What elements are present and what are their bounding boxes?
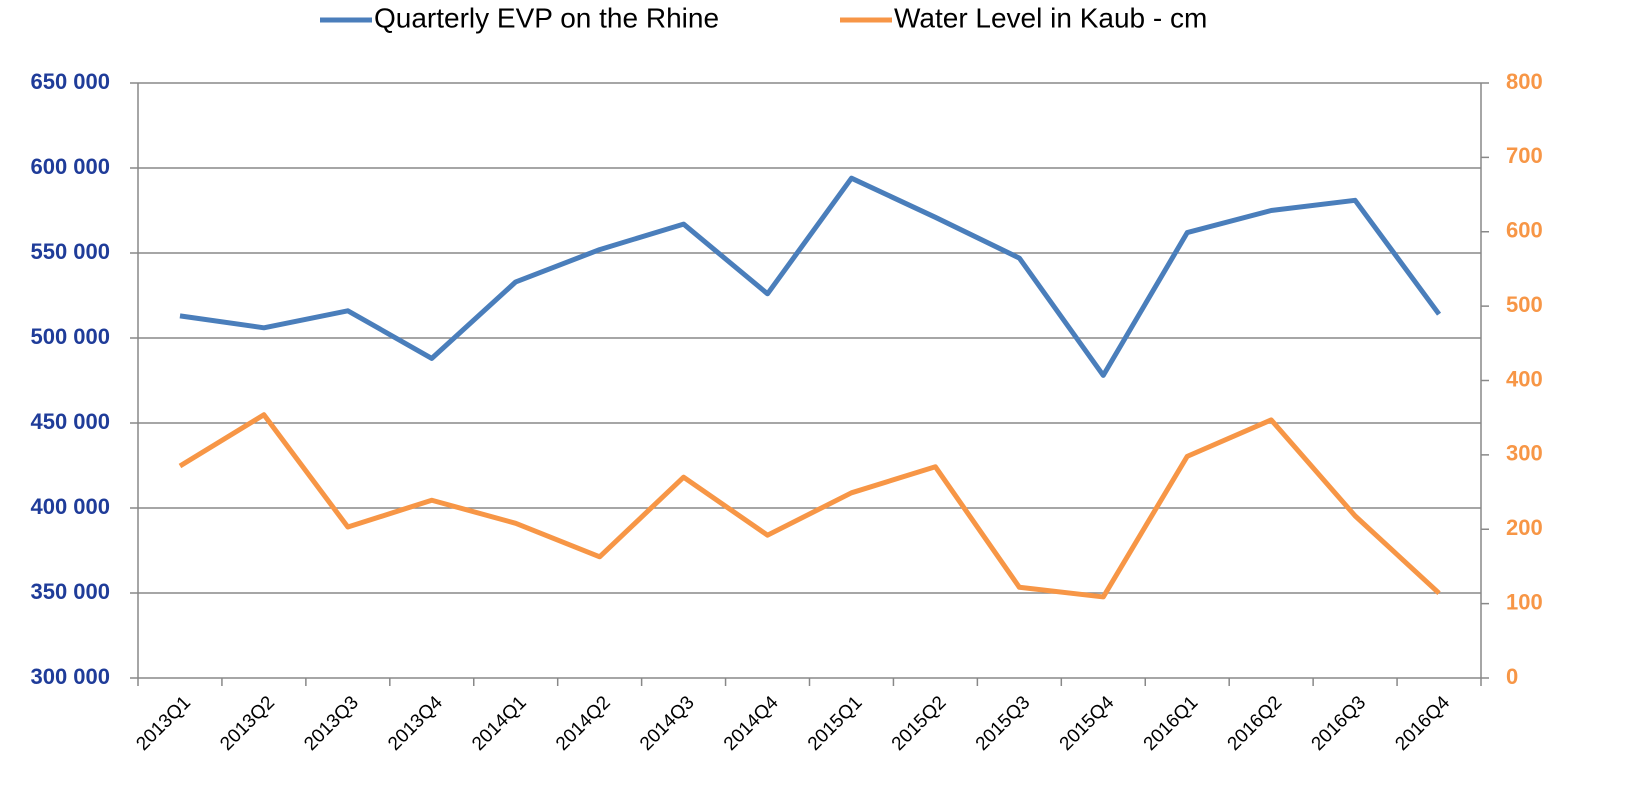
x-tick-label: 2015Q4 xyxy=(1056,692,1119,755)
x-tick-label: 2016Q3 xyxy=(1308,692,1371,755)
y2-tick-label: 400 xyxy=(1506,366,1543,391)
y2-tick-label: 800 xyxy=(1506,69,1543,94)
y-tick-label: 300 000 xyxy=(30,664,110,689)
x-tick-label: 2013Q4 xyxy=(384,692,447,755)
x-tick-label: 2014Q1 xyxy=(468,692,531,755)
x-tick-label: 2016Q1 xyxy=(1140,692,1203,755)
y-tick-label: 450 000 xyxy=(30,409,110,434)
y2-tick-label: 700 xyxy=(1506,143,1543,168)
legend-label: Water Level in Kaub - cm xyxy=(894,2,1207,33)
legend-label: Quarterly EVP on the Rhine xyxy=(374,2,719,33)
y-tick-label: 600 000 xyxy=(30,154,110,179)
x-tick-label: 2015Q3 xyxy=(972,692,1035,755)
x-tick-label: 2013Q2 xyxy=(216,692,279,755)
series-line xyxy=(178,412,1441,600)
y2-tick-label: 0 xyxy=(1506,664,1518,689)
x-tick-label: 2014Q4 xyxy=(720,692,783,755)
x-tick-label: 2013Q1 xyxy=(132,692,195,755)
y-tick-label: 500 000 xyxy=(30,324,110,349)
y2-tick-label: 100 xyxy=(1506,589,1543,614)
x-tick-label: 2015Q2 xyxy=(888,692,951,755)
y2-tick-label: 200 xyxy=(1506,515,1543,540)
x-tick-label: 2014Q2 xyxy=(552,692,615,755)
y-tick-label: 400 000 xyxy=(30,494,110,519)
y-tick-label: 550 000 xyxy=(30,239,110,264)
x-tick-label: 2016Q2 xyxy=(1224,692,1287,755)
x-tick-label: 2013Q3 xyxy=(300,692,363,755)
y2-tick-label: 600 xyxy=(1506,218,1543,243)
x-tick-label: 2014Q3 xyxy=(636,692,699,755)
y-tick-label: 650 000 xyxy=(30,69,110,94)
y2-tick-label: 500 xyxy=(1506,292,1543,317)
y2-tick-label: 300 xyxy=(1506,441,1543,466)
x-tick-label: 2016Q4 xyxy=(1391,692,1454,755)
series-line xyxy=(179,175,1442,378)
x-tick-label: 2015Q1 xyxy=(804,692,867,755)
y-tick-label: 350 000 xyxy=(30,579,110,604)
